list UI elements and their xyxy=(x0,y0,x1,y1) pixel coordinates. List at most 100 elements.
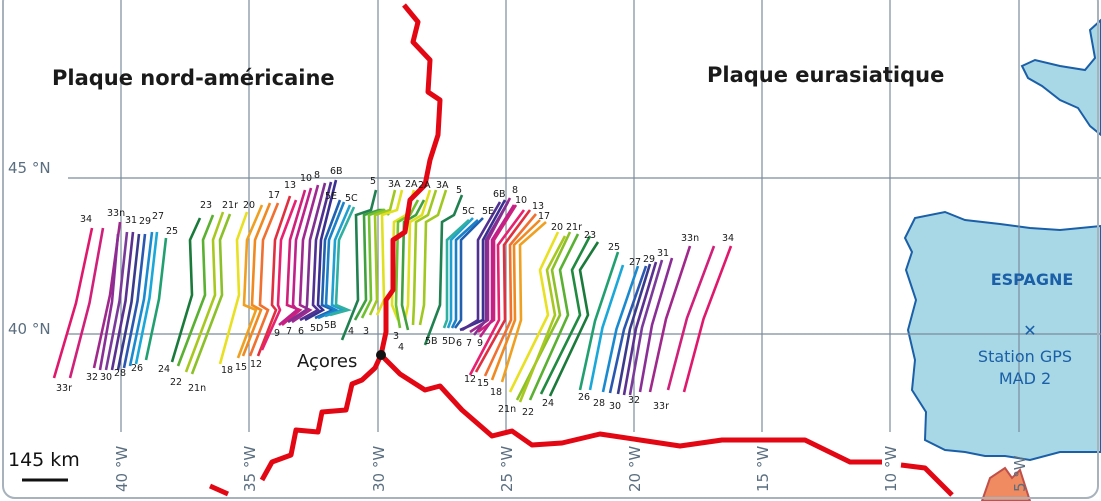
anomaly-label-east-top: 25 xyxy=(608,242,620,253)
gps-station-marker-icon: ✕ xyxy=(1023,321,1036,340)
isochron-line xyxy=(442,219,470,329)
isochron-line xyxy=(468,209,526,376)
anomaly-label-west-top: 20 xyxy=(243,200,255,211)
anomaly-label-west-top: 27 xyxy=(152,211,164,222)
isochron-line xyxy=(548,241,600,397)
anomaly-label-east-bottom: 28 xyxy=(593,398,605,409)
isochron-line xyxy=(340,189,378,341)
anomaly-label-east-bottom: 30 xyxy=(609,401,621,412)
isochron-line xyxy=(241,202,272,357)
anomaly-label-east-top: 34 xyxy=(722,233,734,244)
ridge-segment xyxy=(208,483,230,497)
anomaly-label-west-bottom: 26 xyxy=(131,363,143,374)
isochron-line xyxy=(329,206,356,317)
isochron-line xyxy=(394,199,420,329)
isochrons xyxy=(52,179,733,403)
isochron-line xyxy=(403,189,432,321)
isochron-line xyxy=(539,235,592,395)
ridge-segment xyxy=(900,462,954,497)
anomaly-label-east-top: 5 xyxy=(456,185,462,196)
latitude-label: 40 °N xyxy=(8,320,51,338)
graticule: 40 °W 35 °W 30 °W 25 °W 20 °W 15 °W 10 °W 5 °W 4… xyxy=(8,0,1101,492)
isochron-line xyxy=(578,251,620,391)
isochron-line xyxy=(622,261,658,396)
anomaly-label-west-bottom: 6 xyxy=(298,326,304,337)
anomaly-label-east-bottom: 4 xyxy=(398,342,404,353)
isochron-line xyxy=(461,201,502,332)
longitude-label: 20 °W xyxy=(626,446,644,492)
isochron-line xyxy=(500,221,547,383)
isochron-line xyxy=(474,209,532,373)
isochron-line xyxy=(236,204,264,359)
isochron-line xyxy=(608,265,648,394)
anomaly-label-west-bottom: 33r xyxy=(56,383,72,394)
anomaly-label-west-top: 31 xyxy=(125,215,137,226)
anomaly-label-west-top: 2A xyxy=(405,179,418,190)
isochron-line xyxy=(287,182,327,324)
anomaly-label-west-bottom: 28 xyxy=(114,368,126,379)
isochron-line xyxy=(128,231,154,367)
anomaly-label-west-top: 33n xyxy=(107,208,125,219)
isochron-line xyxy=(299,181,333,322)
isochron-line xyxy=(648,245,692,393)
isochron-line xyxy=(418,189,448,326)
africa-landmass xyxy=(980,466,1032,501)
isochron-line xyxy=(52,227,94,379)
anomaly-label-west-top: 25 xyxy=(166,226,178,237)
azores-marker xyxy=(376,350,386,360)
isochron-line xyxy=(304,179,338,322)
isochron-line xyxy=(472,201,510,336)
station-label-line2: MAD 2 xyxy=(999,369,1051,388)
anomaly-label-east-top: 10 xyxy=(515,195,527,206)
anomaly-label-west-bottom: 15 xyxy=(235,362,247,373)
isochron-line xyxy=(184,211,225,373)
longitude-label: 15 °W xyxy=(754,446,772,492)
isochron-line xyxy=(423,194,464,346)
isochron-line xyxy=(317,201,346,320)
anomaly-label-west-top: 17 xyxy=(268,190,280,201)
labels: Plaque nord-américaine Plaque eurasiatiq… xyxy=(8,63,1073,482)
anomaly-label-west-top: 29 xyxy=(139,216,151,227)
anomaly-label-east-bottom: 5D xyxy=(442,336,455,347)
longitude-label: 10 °W xyxy=(882,446,900,492)
longitude-label: 5 °W xyxy=(1011,455,1029,492)
longitude-label: 30 °W xyxy=(370,446,388,492)
isochron-line xyxy=(190,213,232,375)
isochron-line xyxy=(450,219,479,329)
longitude-label: 40 °W xyxy=(113,446,131,492)
anomaly-label-east-bottom: 3 xyxy=(393,331,399,342)
isochron-line xyxy=(170,217,202,363)
anomaly-label-east-top: 21r xyxy=(566,222,582,233)
isochron-line xyxy=(601,265,640,393)
longitude-label: 25 °W xyxy=(498,446,516,492)
isochron-line xyxy=(490,219,541,381)
spain-landmass xyxy=(903,210,1101,462)
france-landmass xyxy=(1020,18,1101,137)
anomaly-label-west-bottom: 12 xyxy=(250,359,262,370)
anomaly-label-west-top: 8 xyxy=(314,170,320,181)
anomaly-label-west-top: 23 xyxy=(200,200,212,211)
isochron-line xyxy=(104,231,129,371)
anomaly-label-west-bottom: 21n xyxy=(188,383,206,394)
mid-atlantic-ridge xyxy=(208,3,954,497)
anomaly-label-west-bottom: 9 xyxy=(274,328,280,339)
isochron-line xyxy=(638,257,674,393)
anomaly-label-west-bottom: 5D xyxy=(310,323,323,334)
anomaly-label-east-top: 5E xyxy=(482,206,494,217)
anomaly-label-west-bottom: 18 xyxy=(221,365,233,376)
anomaly-label-east-bottom: 32 xyxy=(628,395,640,406)
anomaly-label-east-top: 5C xyxy=(462,206,475,217)
anomaly-label-west-top: 5C xyxy=(345,193,358,204)
anomaly-label-east-bottom: 22 xyxy=(522,407,534,418)
isochron-line xyxy=(260,199,298,351)
isochron-line xyxy=(628,259,664,396)
anomaly-label-east-top: 13 xyxy=(532,201,544,212)
anomaly-label-east-bottom: 33r xyxy=(653,401,669,412)
isochron-line xyxy=(176,214,215,367)
anomaly-label-east-top: 33n xyxy=(681,233,699,244)
isochron-line xyxy=(411,189,438,326)
anomaly-label-east-top: 2A xyxy=(418,180,431,191)
anomaly-label-west-bottom: 7 xyxy=(286,326,292,337)
anomaly-label-east-bottom: 26 xyxy=(578,392,590,403)
